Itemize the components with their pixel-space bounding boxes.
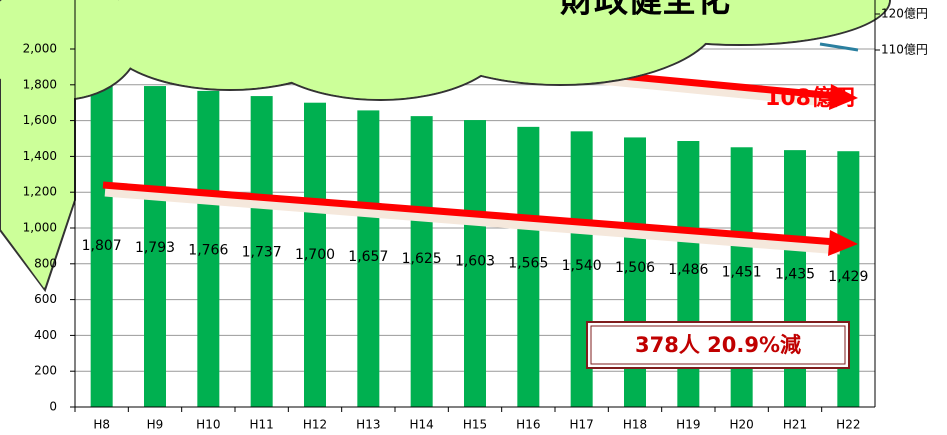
y-tick-label: 1,800 (23, 77, 57, 91)
value-label: 1,700 (295, 247, 335, 263)
x-tick-label: H11 (250, 418, 274, 432)
x-tick-label: H10 (196, 418, 220, 432)
x-tick-label: H14 (410, 418, 434, 432)
y-tick-label: 800 (34, 256, 57, 270)
value-label: 1,657 (348, 249, 388, 265)
x-tick-label: H9 (147, 418, 164, 432)
y-tick-label: 1,600 (23, 113, 57, 127)
x-tick-label: H21 (783, 418, 807, 432)
value-label: 1,451 (722, 264, 762, 280)
x-tick-label: H13 (356, 418, 380, 432)
y-tick-label: 1,000 (23, 221, 57, 235)
x-tick-label: H12 (303, 418, 327, 432)
value-label: 1,429 (828, 269, 868, 285)
value-label: 1,486 (668, 262, 708, 278)
x-tick-label: H16 (516, 418, 540, 432)
y2-tick-label: 120億円 (881, 7, 928, 21)
y-tick-label: 400 (34, 328, 57, 342)
y-tick-label: 0 (49, 400, 57, 414)
y-tick-label: 1,200 (23, 185, 57, 199)
chart: 1,807 1,793 1,766 1,737 1,700 1,657 1,625 1,603… (0, 0, 947, 435)
value-label: 1,737 (242, 245, 282, 261)
value-label: 1,793 (135, 240, 175, 256)
value-label: 1,807 (82, 238, 122, 254)
value-label: 1,565 (508, 256, 548, 272)
y-tick-label: 600 (34, 292, 57, 306)
x-tick-label: H18 (623, 418, 647, 432)
y2-tick-label: 110億円 (881, 43, 928, 57)
x-tick-label: H17 (570, 418, 594, 432)
x-tick-label: H22 (836, 418, 860, 432)
y-tick-label: 1,400 (23, 149, 57, 163)
page: {"chart_data": {"type": "bar", "categori… (0, 0, 947, 435)
x-tick-label: H15 (463, 418, 487, 432)
annotation-box: 378人 20.9%減 (587, 322, 849, 368)
value-label: 1,625 (402, 251, 442, 267)
y-tick-label: 2,000 (23, 42, 57, 56)
value-label: 1,766 (188, 242, 228, 258)
annotation: 378人 20.9%減 (635, 333, 801, 357)
value-label: 1,435 (775, 267, 815, 283)
x-tick-label: H8 (93, 418, 110, 432)
value-label: 1,506 (615, 260, 655, 276)
y-tick-label: 200 (34, 364, 57, 378)
cloud-text: 財政健全化 (560, 0, 730, 21)
value-label: 1,603 (455, 253, 495, 269)
x-tick-label: H20 (730, 418, 754, 432)
x-tick-label: H19 (676, 418, 700, 432)
value-label: 1,540 (562, 258, 602, 274)
annotation: 108億円 (765, 85, 855, 111)
